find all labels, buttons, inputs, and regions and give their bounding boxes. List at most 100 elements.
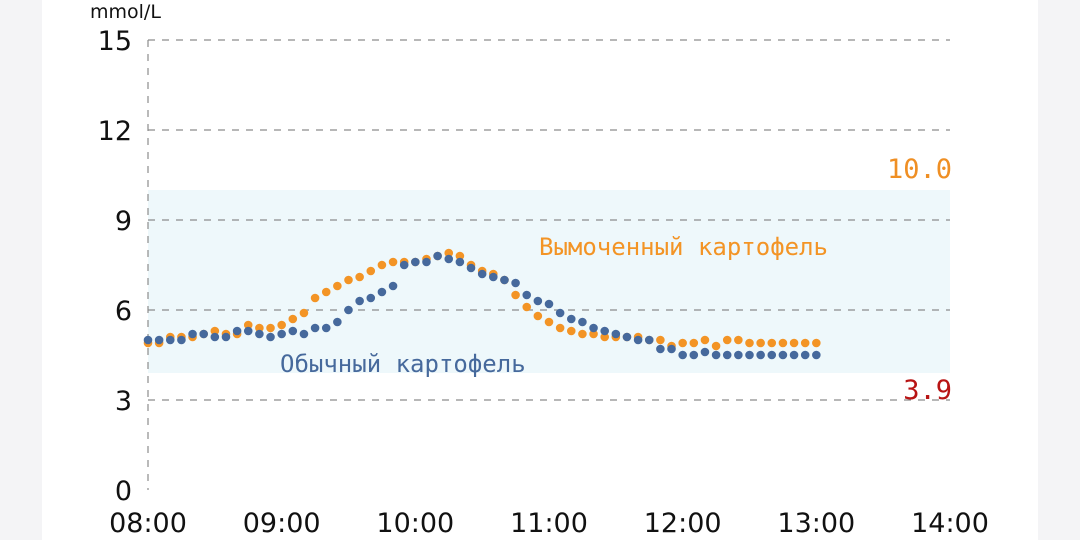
x-tick-label: 11:00 — [510, 508, 588, 539]
data-point — [778, 338, 788, 348]
data-point — [600, 326, 609, 336]
data-point — [656, 344, 665, 354]
data-point — [177, 335, 186, 345]
data-point — [444, 248, 454, 258]
data-point — [589, 329, 598, 339]
data-point — [756, 338, 765, 348]
data-point — [622, 332, 632, 342]
data-point — [310, 293, 320, 303]
data-point — [633, 335, 643, 345]
data-point — [745, 350, 754, 360]
data-point — [221, 332, 231, 342]
data-point — [778, 350, 788, 360]
data-point — [734, 335, 743, 345]
data-point — [232, 326, 242, 336]
data-point — [767, 350, 777, 360]
data-point — [299, 308, 309, 318]
y-tick-label: 15 — [98, 26, 132, 57]
series-label-soaked-potato: Вымоченный картофель — [539, 233, 828, 261]
data-point — [644, 335, 654, 345]
data-point — [199, 329, 208, 339]
y-tick-label: 12 — [98, 116, 132, 147]
data-point — [511, 290, 520, 300]
x-tick-label: 10:00 — [376, 508, 454, 539]
x-tick-label: 13:00 — [777, 508, 855, 539]
blood-glucose-chart: 0 3 6 9 12 15 08:00 09:00 10:00 11:00 12:00 13:00 14… — [90, 1, 989, 539]
data-point — [321, 287, 331, 297]
data-point — [477, 269, 487, 279]
data-point — [422, 257, 431, 267]
x-tick-label: 12:00 — [644, 508, 722, 539]
data-point — [377, 260, 387, 270]
data-point — [789, 338, 799, 348]
data-point — [667, 344, 676, 354]
data-point — [789, 350, 799, 360]
data-point — [756, 350, 765, 360]
x-tick-label: 08:00 — [109, 508, 187, 539]
data-point — [800, 338, 810, 348]
data-point — [711, 341, 721, 351]
upper-target-label: 10.0 — [887, 154, 952, 185]
data-point — [188, 329, 197, 339]
data-point — [544, 317, 554, 327]
data-point — [500, 275, 509, 285]
data-point — [722, 335, 732, 345]
y-tick-label: 0 — [115, 476, 132, 507]
series-1 — [143, 251, 821, 360]
data-point — [243, 320, 253, 330]
data-point — [344, 275, 353, 285]
data-point — [711, 350, 721, 360]
data-point — [399, 260, 409, 270]
data-point — [734, 350, 743, 360]
data-point — [767, 338, 777, 348]
data-point — [689, 350, 699, 360]
data-point — [522, 290, 532, 300]
data-point — [210, 326, 220, 336]
data-point — [656, 335, 665, 345]
data-point — [388, 281, 398, 291]
y-tick-label: 9 — [115, 206, 132, 237]
data-point — [377, 287, 387, 297]
data-point — [411, 257, 420, 267]
chart-panel: 0 3 6 9 12 15 08:00 09:00 10:00 11:00 12:00 13:00 14… — [42, 0, 1038, 540]
data-point — [555, 323, 565, 333]
data-point — [321, 323, 331, 333]
data-point — [455, 251, 465, 261]
data-point — [700, 335, 710, 345]
data-point — [578, 329, 587, 339]
data-point — [277, 320, 286, 330]
data-point — [355, 296, 364, 306]
data-point — [678, 338, 687, 348]
data-point — [299, 329, 309, 339]
data-point — [288, 314, 298, 324]
data-point — [812, 350, 821, 360]
data-point — [143, 335, 153, 345]
data-point — [611, 329, 621, 339]
data-point — [466, 263, 476, 273]
data-point — [355, 272, 364, 282]
data-point — [511, 278, 520, 288]
data-point — [243, 326, 253, 336]
x-tick-label: 09:00 — [243, 508, 321, 539]
data-point — [388, 257, 398, 267]
data-point — [277, 329, 286, 339]
data-point — [255, 323, 264, 333]
data-point — [266, 332, 275, 342]
data-point — [255, 329, 264, 339]
data-point — [210, 332, 220, 342]
data-point — [366, 293, 376, 303]
data-point — [333, 281, 342, 291]
data-point — [566, 314, 576, 324]
data-point — [344, 305, 353, 315]
data-point — [678, 350, 687, 360]
y-axis-unit-label: mmol/L — [90, 1, 161, 23]
data-point — [366, 266, 376, 276]
data-point — [333, 317, 342, 327]
data-point — [522, 302, 532, 312]
y-tick-label: 3 — [115, 386, 132, 417]
data-point — [444, 254, 454, 264]
data-point — [489, 272, 498, 282]
series-label-regular-potato: Обычный картофель — [280, 350, 526, 378]
data-point — [288, 326, 298, 336]
data-point — [154, 335, 164, 345]
